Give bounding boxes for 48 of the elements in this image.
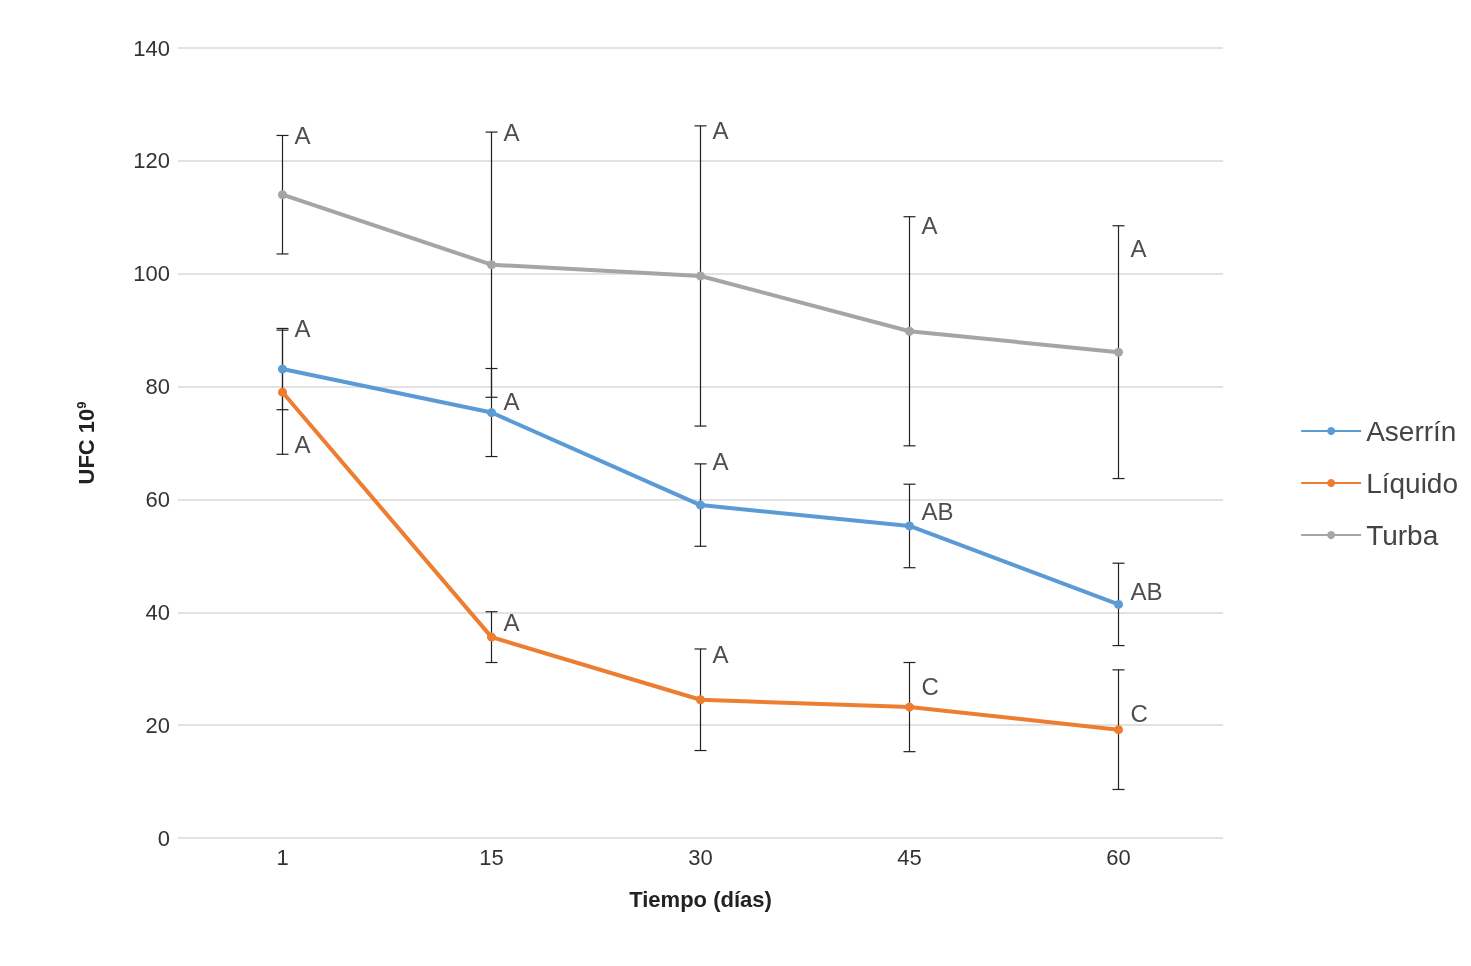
annotation: A bbox=[712, 448, 729, 476]
point bbox=[905, 521, 914, 531]
point bbox=[278, 387, 287, 397]
x-axis-title: Tiempo (días) bbox=[629, 886, 772, 912]
annotation: A bbox=[503, 118, 520, 146]
annotation: A bbox=[712, 640, 729, 668]
point bbox=[905, 702, 914, 712]
x-tick-label: 1 bbox=[276, 844, 289, 870]
point bbox=[1114, 599, 1123, 609]
x-tick-label: 15 bbox=[479, 844, 504, 870]
annotation: A bbox=[921, 212, 938, 240]
annotation: A bbox=[503, 388, 520, 416]
point bbox=[696, 695, 705, 705]
y-tick-label: 20 bbox=[145, 712, 170, 738]
point bbox=[487, 632, 496, 642]
point bbox=[696, 271, 705, 281]
x-tick-label: 45 bbox=[897, 844, 922, 870]
y-tick-label: 40 bbox=[145, 599, 170, 625]
point bbox=[278, 190, 287, 200]
legend-label: Turba bbox=[1366, 519, 1439, 551]
annotation: AB bbox=[1130, 577, 1163, 605]
annotation: A bbox=[294, 431, 311, 459]
point bbox=[1114, 347, 1123, 357]
annotation: A bbox=[1130, 235, 1147, 263]
annotation: A bbox=[712, 116, 729, 144]
x-tick-label: 30 bbox=[688, 844, 713, 870]
y-tick-label: 80 bbox=[145, 374, 170, 400]
point bbox=[487, 260, 496, 270]
y-axis-title: UFC 109 bbox=[74, 401, 99, 485]
y-tick-label: 100 bbox=[133, 261, 170, 287]
x-tick-label: 60 bbox=[1106, 844, 1131, 870]
y-tick-label: 60 bbox=[145, 486, 170, 512]
point bbox=[278, 364, 287, 374]
point bbox=[487, 408, 496, 418]
y-tick-label: 120 bbox=[133, 148, 170, 174]
annotation: A bbox=[294, 121, 311, 149]
annotation: C bbox=[1130, 700, 1148, 728]
point bbox=[1114, 725, 1123, 735]
point bbox=[696, 500, 705, 510]
point bbox=[905, 326, 914, 336]
annotation: A bbox=[503, 608, 520, 636]
legend-label: Aserrín bbox=[1366, 415, 1457, 447]
y-tick-label: 0 bbox=[157, 825, 170, 851]
y-tick-label: 140 bbox=[133, 35, 170, 61]
annotation: C bbox=[921, 672, 939, 700]
legend-label: Líquido bbox=[1366, 467, 1459, 499]
annotation: AB bbox=[921, 497, 954, 525]
annotation: A bbox=[294, 314, 311, 342]
